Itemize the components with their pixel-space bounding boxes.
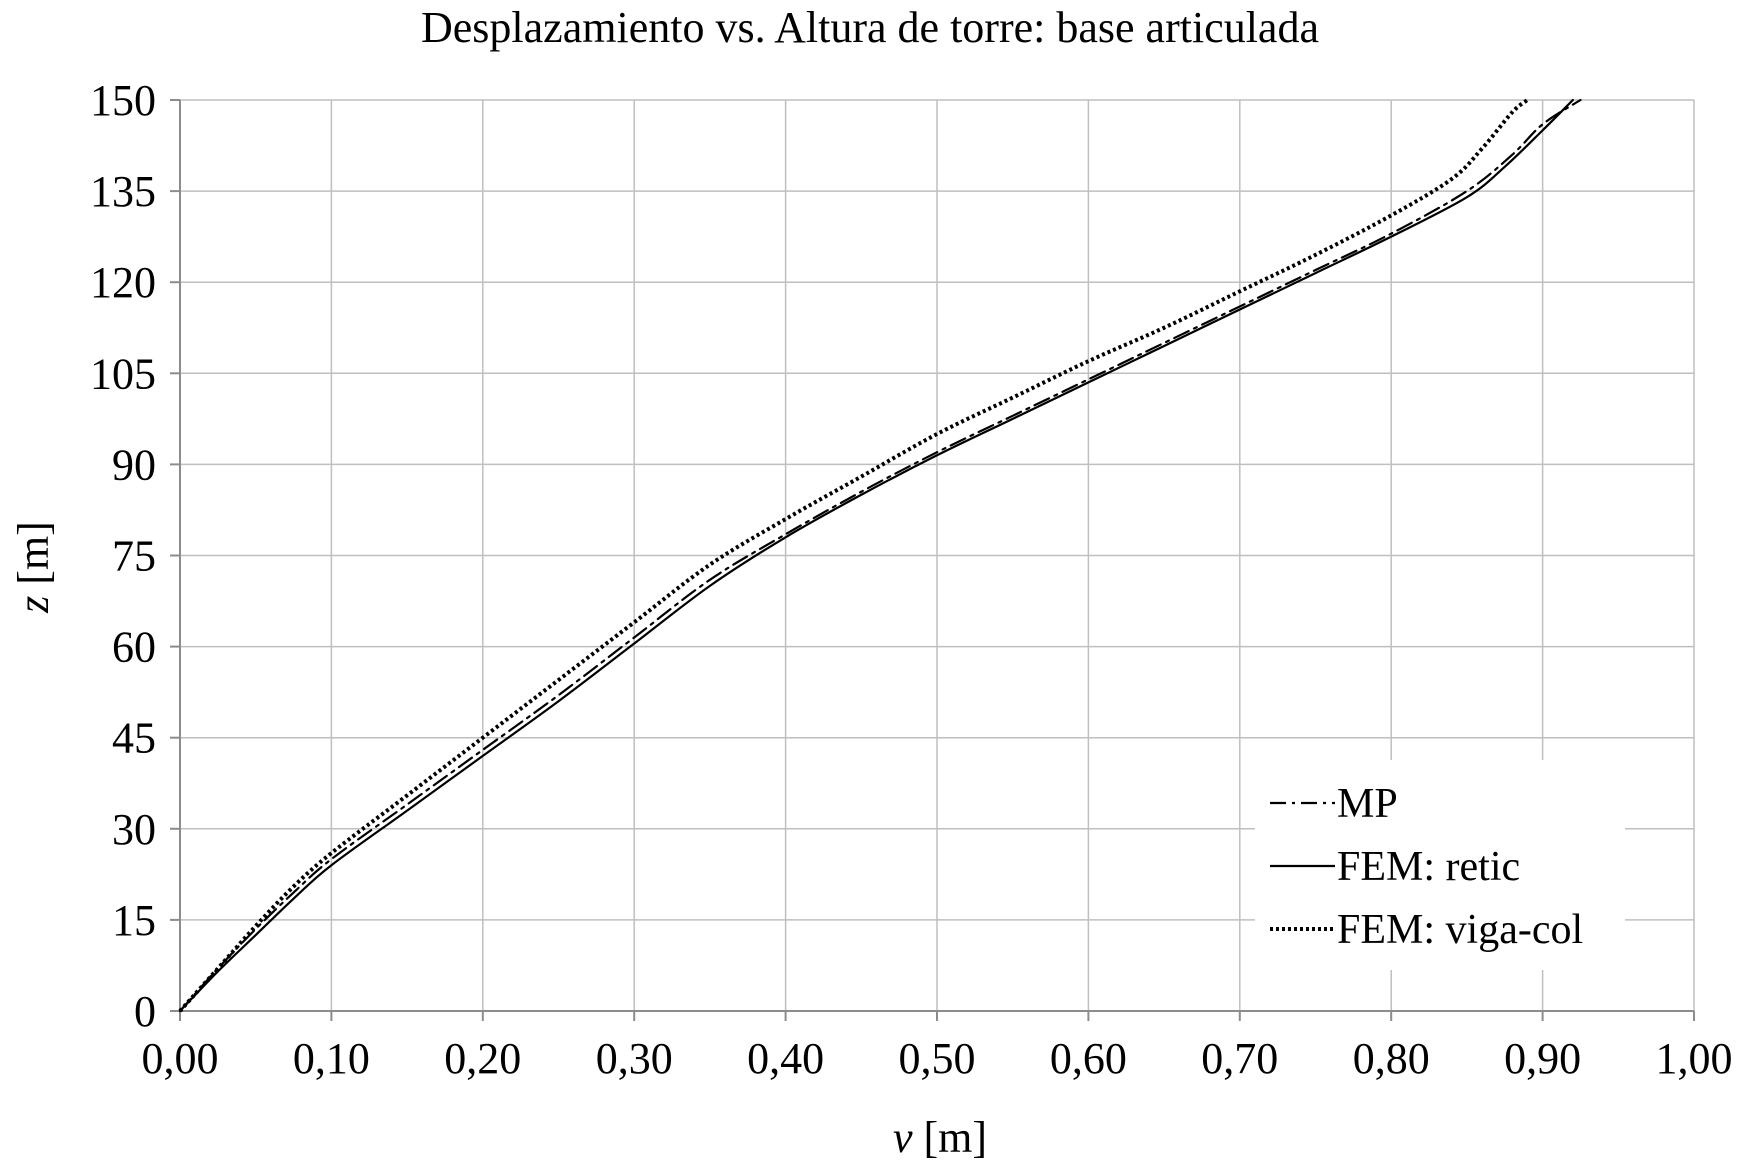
x-tick-label: 0,40 [747, 1034, 824, 1083]
x-tick-label: 0,10 [293, 1034, 370, 1083]
x-axis-label-unit: [m] [913, 1113, 988, 1162]
y-tick-label: 30 [112, 805, 156, 854]
y-tick-label: 120 [90, 258, 156, 307]
x-tick-label: 0,70 [1201, 1034, 1278, 1083]
x-tick-labels: 0,00 0,10 0,20 0,30 0,40 0,50 0,60 0,70 0,80 0,90… [142, 1034, 1733, 1083]
y-tick-label: 105 [90, 349, 156, 398]
series-line-mp [178, 98, 1582, 1013]
y-axis-label-unit: [m] [9, 521, 58, 596]
x-axis-label: v [m] [893, 1113, 987, 1162]
x-tick-label: 1,00 [1656, 1034, 1733, 1083]
x-tick-label: 0,60 [1050, 1034, 1127, 1083]
x-axis-label-var: v [893, 1113, 913, 1162]
legend-label-mp: MP [1337, 781, 1398, 827]
legend-label-fem-retic: FEM: retic [1337, 844, 1520, 890]
x-tick-label: 0,20 [444, 1034, 521, 1083]
y-axis-label-var: z [9, 596, 58, 614]
y-tick-label: 90 [112, 440, 156, 489]
x-tick-label: 0,00 [142, 1034, 219, 1083]
series-lines [178, 98, 1582, 1013]
series-line-fem-retic [178, 98, 1574, 1013]
x-tick-label: 0,90 [1504, 1034, 1581, 1083]
y-tick-labels: 0 15 30 45 60 75 90 105 120 135 150 [90, 76, 156, 1036]
y-tick-label: 60 [112, 623, 156, 672]
y-tick-label: 135 [90, 167, 156, 216]
chart-title: Desplazamiento vs. Altura de torre: base… [421, 3, 1319, 52]
y-tick-label: 45 [112, 714, 156, 763]
x-tick-label: 0,50 [899, 1034, 976, 1083]
x-tick-label: 0,80 [1353, 1034, 1430, 1083]
series-line-fem-viga-col [178, 98, 1529, 1013]
legend-label-fem-viga-col: FEM: viga-col [1337, 907, 1583, 953]
grid [180, 99, 1695, 1011]
x-tick-label: 0,30 [596, 1034, 673, 1083]
y-tick-label: 15 [112, 896, 156, 945]
y-tick-label: 0 [134, 987, 156, 1036]
axes [170, 99, 1695, 1021]
y-axis-label: z [m] [9, 521, 58, 614]
legend: MP FEM: retic FEM: viga-col [1255, 760, 1625, 970]
y-tick-label: 75 [112, 532, 156, 581]
y-tick-label: 150 [90, 76, 156, 125]
